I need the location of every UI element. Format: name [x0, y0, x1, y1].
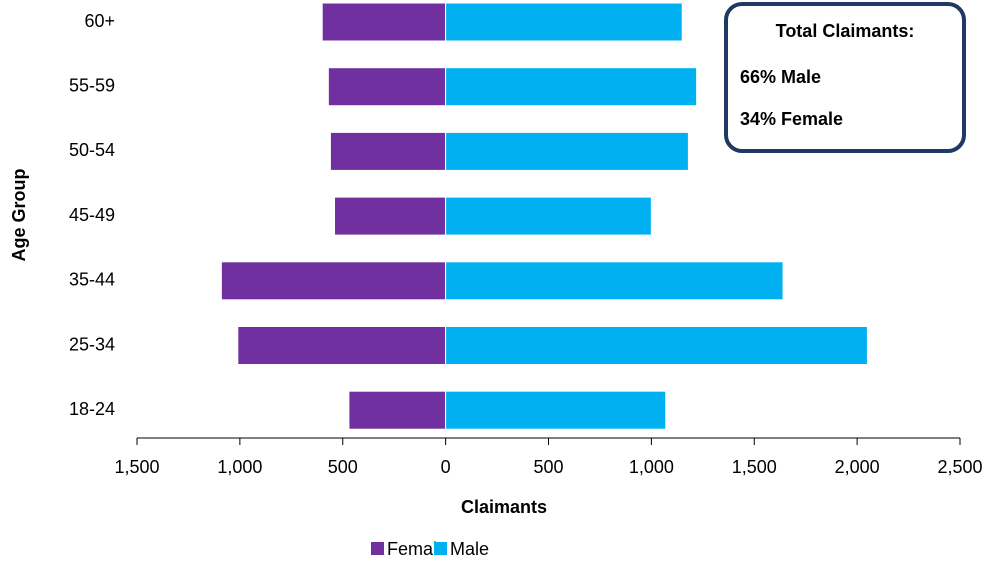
y-tick-label: 35-44: [69, 270, 115, 290]
x-tick-label: 1,000: [217, 457, 262, 477]
bar: [445, 2, 683, 42]
bar: [445, 67, 698, 107]
bar: [445, 326, 868, 365]
x-tick-label: 2,500: [937, 457, 982, 477]
bar: [445, 131, 689, 171]
bar: [321, 2, 447, 42]
x-tick-label: 500: [533, 457, 563, 477]
x-tick-label: 1,000: [629, 457, 674, 477]
bar: [445, 261, 784, 301]
y-tick-label: 50-54: [69, 140, 115, 160]
annotation-line: 66% Male: [740, 67, 821, 87]
legend-swatch: [371, 542, 384, 555]
bar: [329, 131, 447, 171]
x-tick-label: 0: [441, 457, 451, 477]
bar: [327, 67, 447, 107]
bar: [220, 261, 447, 301]
bar: [445, 196, 652, 236]
bar: [334, 196, 447, 236]
x-tick-label: 1,500: [732, 457, 777, 477]
x-tick-label: 500: [328, 457, 358, 477]
bar: [348, 390, 447, 430]
y-tick-label: 25-34: [69, 334, 115, 354]
y-tick-label: 18-24: [69, 399, 115, 419]
y-tick-label: 60+: [84, 11, 115, 31]
annotation-title: Total Claimants:: [776, 21, 915, 41]
annotation-line: 34% Female: [740, 109, 843, 129]
bar: [237, 326, 447, 365]
bar: [445, 390, 667, 430]
x-tick-label: 2,000: [835, 457, 880, 477]
y-tick-label: 55-59: [69, 75, 115, 95]
legend-swatch: [434, 542, 447, 555]
x-tick-label: 1,500: [114, 457, 159, 477]
annotation-box: [724, 2, 966, 153]
legend-label: Male: [450, 539, 489, 559]
x-axis-label: Claimants: [461, 497, 547, 517]
y-tick-label: 45-49: [69, 205, 115, 225]
legend-label: Female: [387, 539, 447, 559]
y-axis-label: Age Group: [9, 168, 29, 261]
